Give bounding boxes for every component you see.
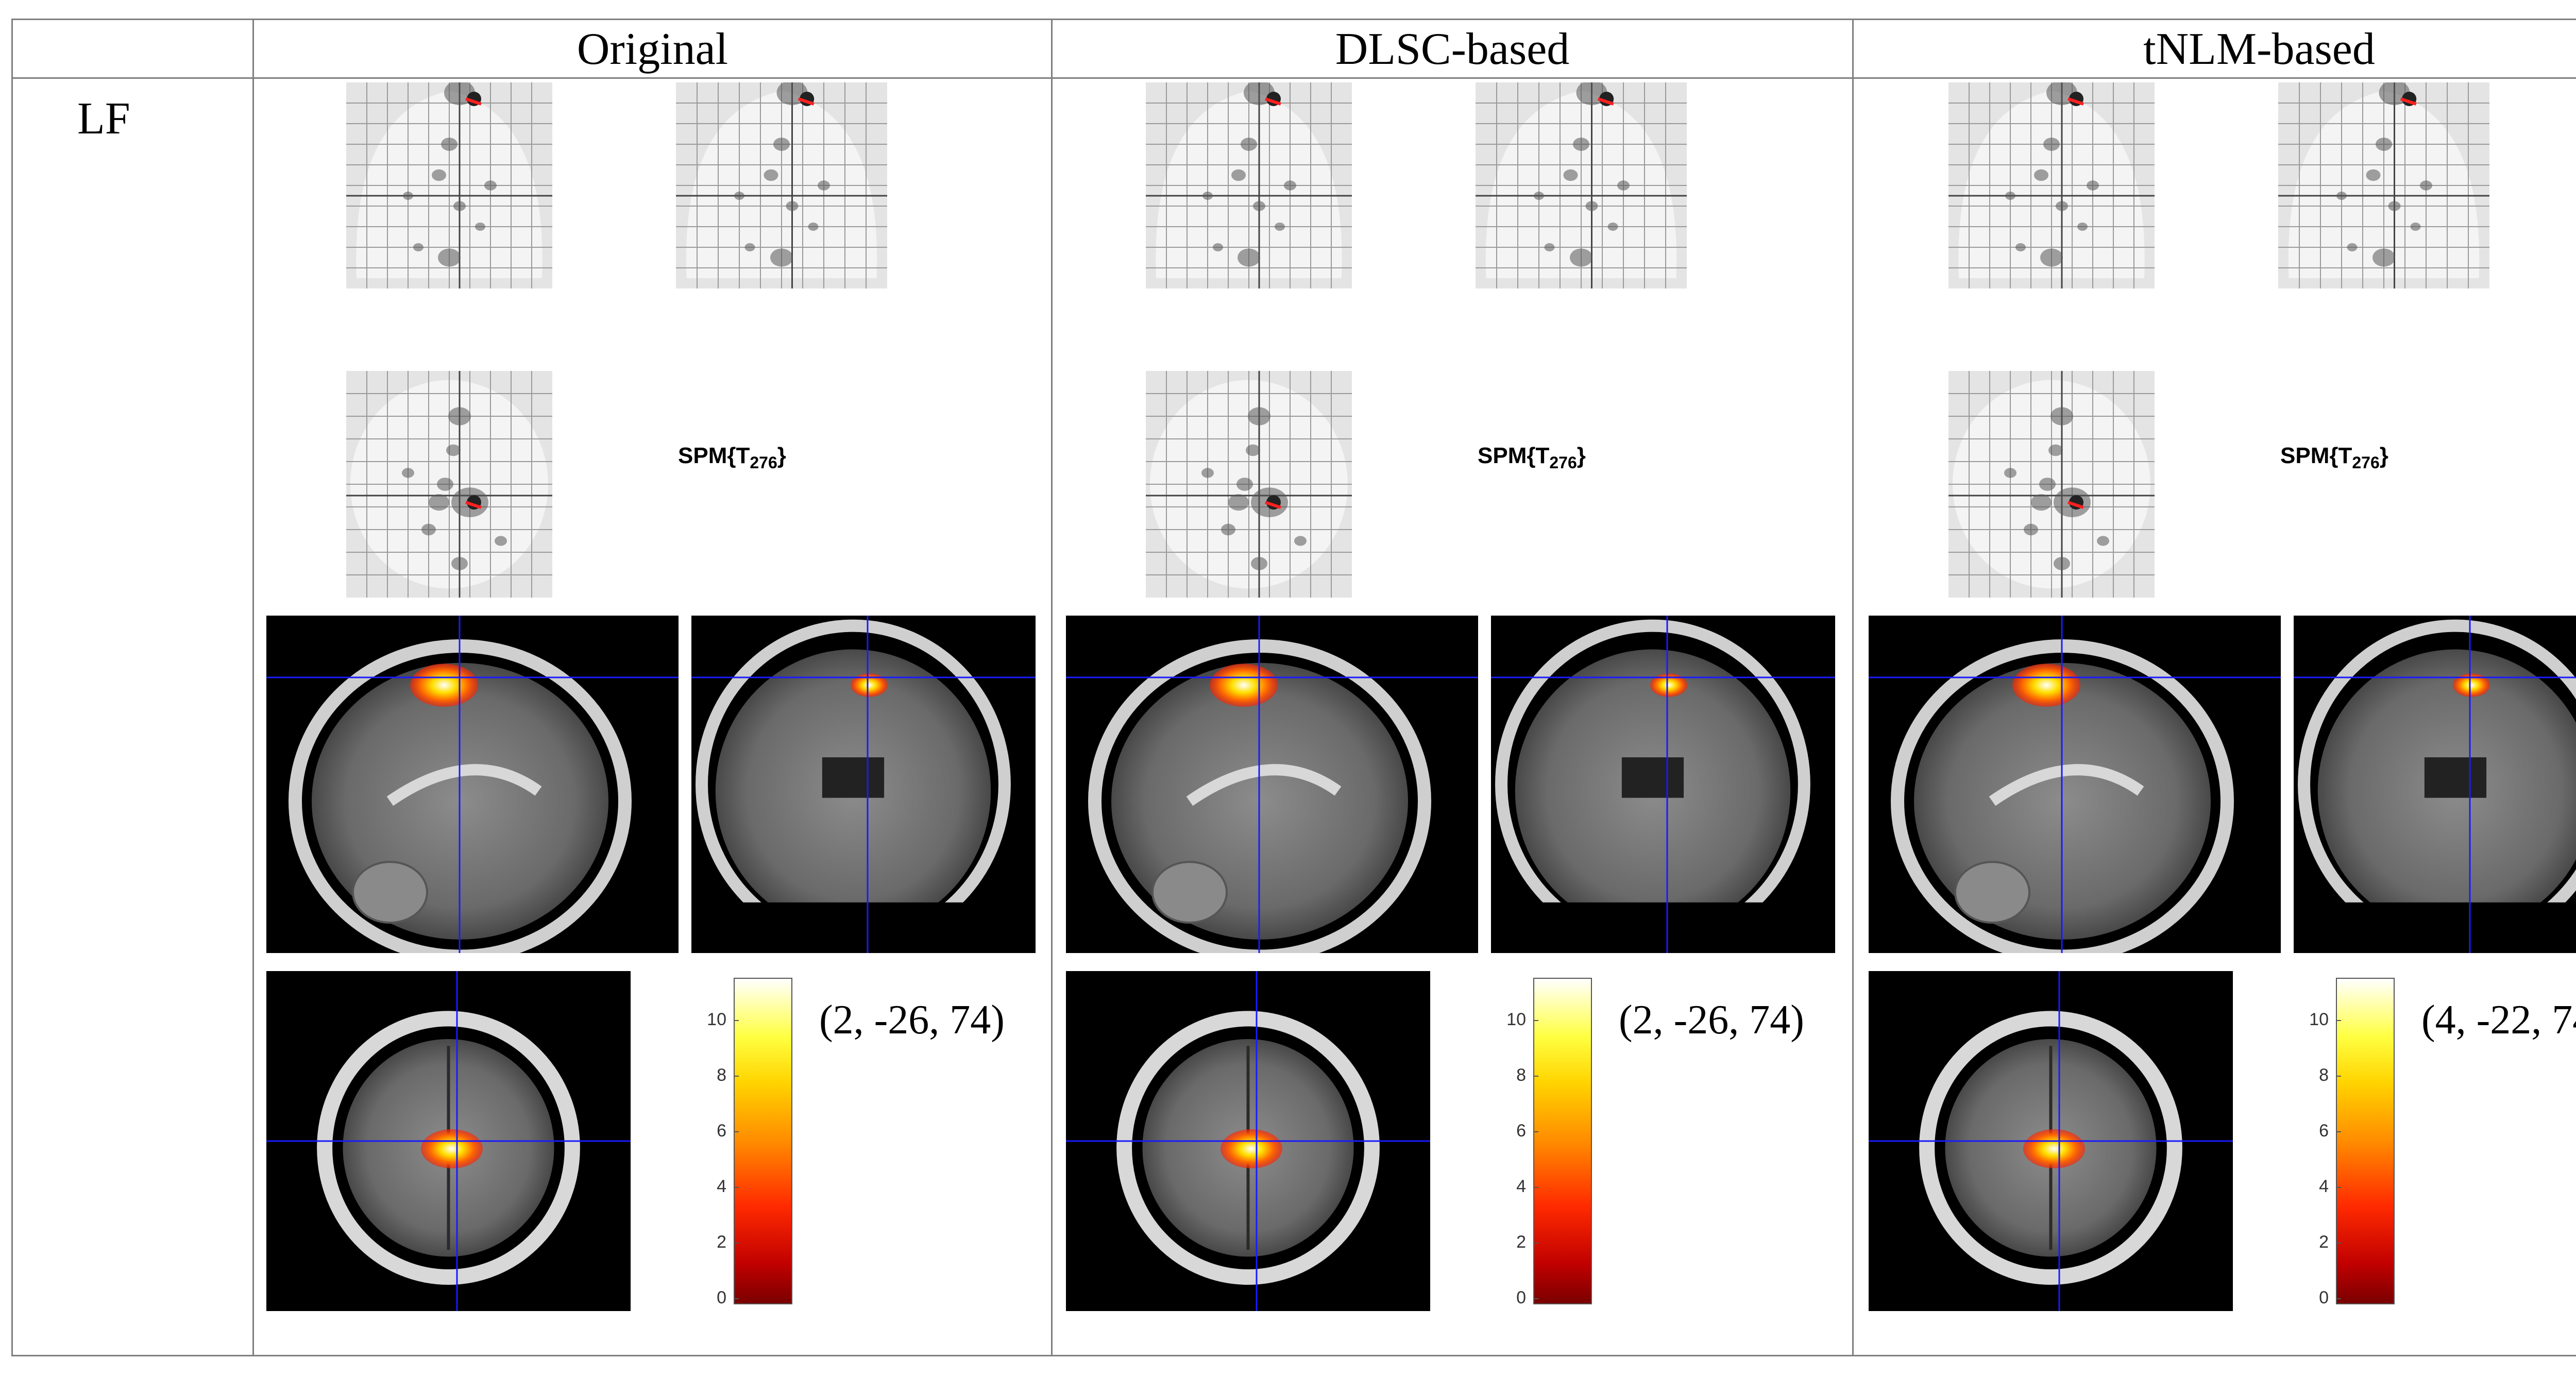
- colorbar-tick: [734, 1187, 739, 1188]
- glass-brain-sagittal: [1146, 82, 1352, 288]
- colorbar-tick: [2336, 1076, 2341, 1077]
- colorbar-tick: [734, 1076, 739, 1077]
- colorbar-tick-label: 6: [1516, 1121, 1526, 1141]
- table-bottom-border: [11, 1355, 2576, 1356]
- colorbar: 10 8 6 4 2 0: [707, 978, 792, 1307]
- peak-coordinates: (2, -26, 74): [819, 997, 1005, 1043]
- colorbar-tick-label: 0: [1516, 1288, 1526, 1307]
- glass-brain-axial: [1948, 371, 2155, 598]
- spm-label-sub: 276: [1549, 453, 1577, 472]
- colorbar-tick: [2336, 1187, 2341, 1188]
- colorbar-tick: [734, 1298, 739, 1299]
- colorbar-tick-label: 2: [2319, 1232, 2329, 1252]
- colorbar-tick-label: 4: [1516, 1177, 1526, 1196]
- spm-label-text: SPM{T: [2280, 443, 2352, 468]
- glass-brain-axial: [346, 371, 552, 598]
- colorbar-tick-label: 0: [717, 1288, 726, 1307]
- colorbar-tick: [2336, 1298, 2341, 1299]
- spm-statistic-label: SPM{T276}: [678, 443, 786, 472]
- mri-sagittal-slice: [1869, 616, 2281, 953]
- colorbar-tick-label: 10: [1506, 1010, 1526, 1029]
- colorbar-tick: [2336, 1131, 2341, 1132]
- colorbar-tick-label: 6: [717, 1121, 726, 1141]
- column-header-tnlm: tNLM-based: [2143, 24, 2375, 74]
- glass-brain-sagittal: [1948, 82, 2155, 288]
- glass-brain-coronal: [676, 82, 887, 288]
- colorbar-tick-label: 10: [2309, 1010, 2329, 1029]
- spm-label-sub: 276: [2352, 453, 2380, 472]
- table-left-border: [11, 19, 13, 1356]
- mri-axial-slice: [1066, 971, 1430, 1311]
- colorbar-gradient: [734, 978, 792, 1304]
- colorbar-tick: [1533, 1131, 1538, 1132]
- colorbar-tick-label: 6: [2319, 1121, 2329, 1141]
- spm-statistic-label: SPM{T276}: [2280, 443, 2388, 472]
- glass-brain-coronal: [2278, 82, 2489, 288]
- colorbar-tick-label: 8: [2319, 1065, 2329, 1085]
- colorbar-tick: [1533, 1298, 1538, 1299]
- colorbar-tick-label: 8: [717, 1065, 726, 1085]
- column-header-dlsc: DLSC-based: [1335, 24, 1570, 74]
- spm-label-close: }: [777, 443, 786, 468]
- peak-coordinates: (4, -22, 74): [2421, 997, 2576, 1043]
- colorbar: 10 8 6 4 2 0: [2309, 978, 2395, 1307]
- column-header-original: Original: [577, 24, 728, 74]
- glass-brain-coronal: [1476, 82, 1687, 288]
- spm-label-text: SPM{T: [1478, 443, 1550, 468]
- mri-axial-slice: [1869, 971, 2233, 1311]
- spm-label-close: }: [2379, 443, 2388, 468]
- spm-statistic-label: SPM{T276}: [1478, 443, 1586, 472]
- colorbar-tick-label: 2: [717, 1232, 726, 1252]
- spm-label-text: SPM{T: [678, 443, 750, 468]
- table-top-border: [11, 19, 2576, 20]
- colorbar-tick: [1533, 1020, 1538, 1021]
- colorbar-gradient: [1533, 978, 1592, 1304]
- column-divider-3: [1852, 19, 1854, 1356]
- colorbar-tick: [734, 1131, 739, 1132]
- spm-label-close: }: [1577, 443, 1586, 468]
- row-label: LF: [77, 94, 130, 144]
- colorbar-tick: [1533, 1076, 1538, 1077]
- colorbar-tick-label: 8: [1516, 1065, 1526, 1085]
- spm-label-sub: 276: [750, 453, 777, 472]
- glass-brain-sagittal: [346, 82, 552, 288]
- colorbar-gradient: [2336, 978, 2395, 1304]
- mri-sagittal-slice: [1066, 616, 1478, 953]
- peak-coordinates: (2, -26, 74): [1619, 997, 1804, 1043]
- mri-coronal-slice: [2294, 616, 2576, 953]
- mri-coronal-slice: [1491, 616, 1835, 953]
- colorbar-tick-label: 0: [2319, 1288, 2329, 1307]
- column-divider-2: [1051, 19, 1053, 1356]
- column-divider-1: [252, 19, 254, 1356]
- colorbar-tick-label: 2: [1516, 1232, 1526, 1252]
- colorbar-tick: [1533, 1187, 1538, 1188]
- mri-axial-slice: [266, 971, 631, 1311]
- mri-sagittal-slice: [266, 616, 679, 953]
- colorbar-tick-label: 4: [717, 1177, 726, 1196]
- colorbar-tick: [1533, 1243, 1538, 1244]
- colorbar-tick: [734, 1020, 739, 1021]
- colorbar-tick: [2336, 1243, 2341, 1244]
- colorbar-tick-label: 4: [2319, 1177, 2329, 1196]
- glass-brain-axial: [1146, 371, 1352, 598]
- colorbar-tick: [734, 1243, 739, 1244]
- colorbar: 10 8 6 4 2 0: [1506, 978, 1592, 1307]
- colorbar-tick: [2336, 1020, 2341, 1021]
- table-header-divider: [11, 77, 2576, 79]
- colorbar-tick-label: 10: [707, 1010, 726, 1029]
- mri-coronal-slice: [691, 616, 1036, 953]
